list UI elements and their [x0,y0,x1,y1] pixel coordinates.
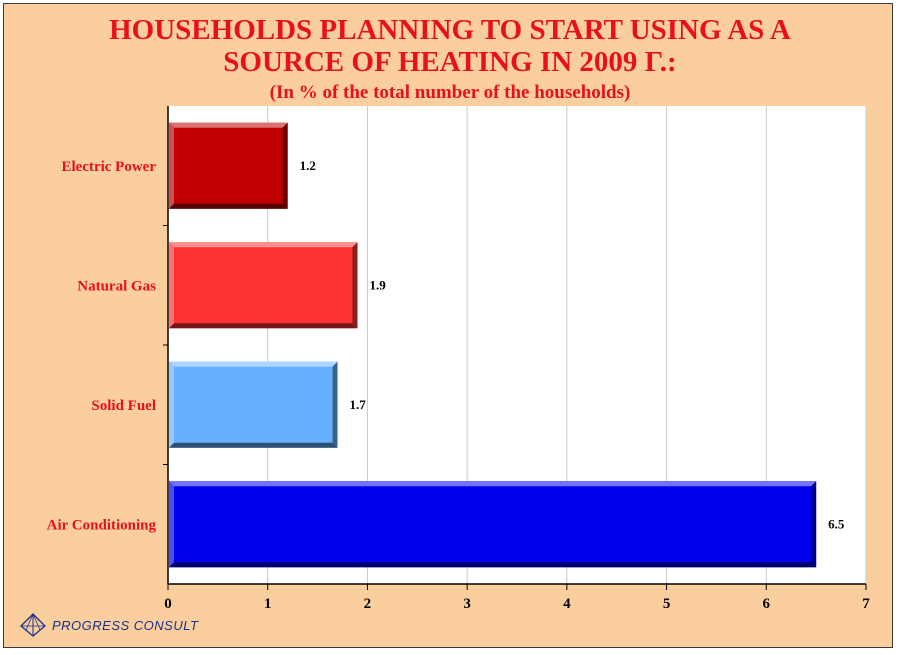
x-tick-label: 1 [264,596,272,612]
bar-top-bevel [169,122,288,128]
x-tick-label: 3 [463,596,471,612]
chart-title: HOUSEHOLDS PLANNING TO START USING AS A … [0,14,900,78]
chart-title-line-2: SOURCE OF HEATING IN 2009 Г.: [223,46,677,78]
bars [169,122,817,568]
category-label: Solid Fuel [91,398,156,414]
bar-air-conditioning [169,481,817,568]
bar-left-bevel [169,242,174,329]
grid-lines [267,106,867,584]
bar-solid-fuel [169,361,338,448]
company-logo: PROGRESS CONSULT [20,612,198,638]
bar-bottom-bevel [169,442,338,448]
bar-natural-gas [169,242,358,329]
chart-title-line-1: HOUSEHOLDS PLANNING TO START USING AS A [109,14,791,46]
bar-bottom-bevel [169,323,358,329]
logo-text: PROGRESS CONSULT [52,617,199,633]
value-label: 1.2 [300,158,316,173]
x-tick-label: 6 [763,596,771,612]
bar-top-bevel [169,481,817,487]
category-label: Air Conditioning [47,517,157,533]
bar-top-bevel [169,361,338,367]
bar-right-bevel [352,242,358,329]
category-label: Natural Gas [77,278,156,294]
x-tick-label: 0 [164,596,172,612]
bar-right-bevel [332,361,338,448]
axes [163,106,867,590]
bar-face [169,242,358,329]
x-tick-label: 2 [364,596,372,612]
bar-top-bevel [169,242,358,248]
bar-left-bevel [169,361,174,448]
pyramid-logo-icon [20,613,46,637]
x-tick-label: 7 [862,596,870,612]
bar-face [169,481,817,568]
bar-left-bevel [169,122,174,209]
bar-bottom-bevel [169,203,288,209]
bar-face [169,122,288,209]
category-label: Electric Power [61,159,156,175]
bar-electric-power [169,122,288,209]
bar-left-bevel [169,481,174,568]
bar-bottom-bevel [169,562,817,568]
x-tick-label: 5 [663,596,671,612]
bar-right-bevel [811,481,817,568]
bar-face [169,361,338,448]
labels: 1.2 Electric Power 1.9 Natural Gas 1.7 Solid … [47,158,871,612]
x-tick-label: 4 [563,596,571,612]
value-label: 1.9 [369,277,386,292]
value-label: 6.5 [828,516,845,531]
bar-right-bevel [282,122,288,209]
chart-subtitle: (In % of the total number of the househo… [269,82,631,103]
value-label: 1.7 [350,397,367,412]
